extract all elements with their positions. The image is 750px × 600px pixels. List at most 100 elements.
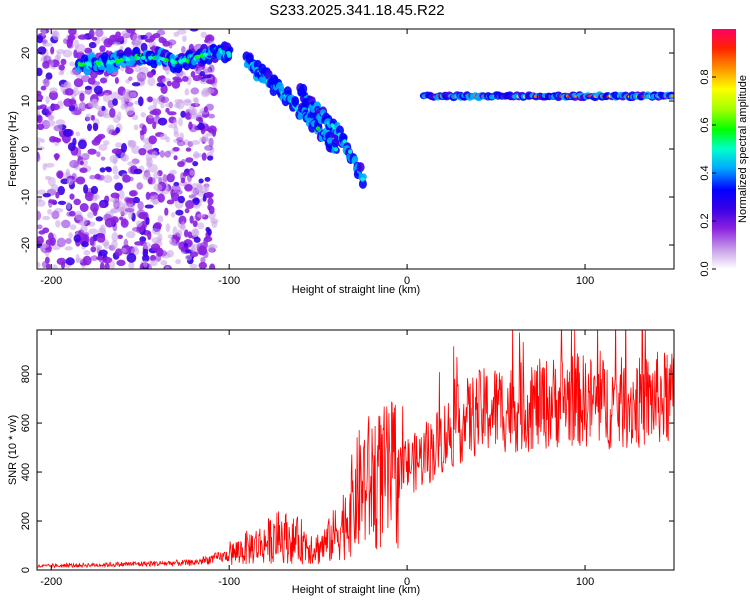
spectral-blob: [100, 156, 106, 161]
spectral-blob: [173, 102, 181, 109]
spectral-blob: [184, 88, 190, 96]
spectral-blob: [81, 241, 89, 248]
spectral-blob: [164, 102, 174, 108]
spectral-blob: [102, 92, 111, 103]
spectral-blob: [126, 231, 136, 239]
spectral-blob: [122, 174, 131, 183]
spectral-blob: [168, 41, 173, 49]
spectral-blob: [88, 29, 95, 39]
spectral-blob: [141, 124, 147, 135]
spectral-blob: [103, 140, 110, 146]
spectral-blob: [189, 29, 199, 32]
spectral-blob: [99, 262, 105, 269]
spectral-blob: [80, 153, 90, 158]
spectral-blob: [137, 96, 144, 107]
spectral-blob: [140, 112, 146, 118]
spectral-blob: [55, 49, 66, 55]
spectral-blob: [116, 259, 126, 267]
spectral-blob: [185, 157, 194, 163]
spectral-blob: [41, 261, 48, 269]
spectral-blob: [188, 194, 196, 199]
spectral-blob: [125, 105, 135, 116]
spectral-blob: [120, 151, 127, 161]
spectral-blob: [146, 96, 154, 103]
spectral-blob: [192, 97, 198, 103]
spectral-blob: [44, 162, 55, 168]
spectral-blob: [153, 171, 160, 180]
spectral-blob: [144, 204, 154, 209]
spectral-blob: [356, 162, 365, 173]
spectral-blob: [73, 86, 79, 97]
spectral-blob: [128, 190, 138, 197]
spectral-blob: [103, 38, 113, 48]
spectral-blob: [148, 135, 157, 145]
spectral-blob: [129, 140, 137, 148]
spectral-blob: [174, 98, 184, 104]
y-tick-label: 600: [20, 414, 32, 432]
colorbar-tick-label: 0.8: [699, 69, 711, 84]
spectrogram-x-ticks: -200 -100 0 100: [40, 29, 594, 287]
spectral-blob: [42, 193, 51, 198]
spectral-blob: [203, 66, 211, 76]
spectral-blob: [164, 150, 171, 158]
spectral-blob: [191, 140, 201, 145]
spectral-blob: [176, 29, 187, 35]
spectral-blob: [91, 98, 99, 107]
spectral-blob: [173, 119, 178, 126]
spectral-blob: [95, 61, 101, 66]
spectral-blob: [164, 207, 169, 216]
spectral-blob: [64, 88, 74, 96]
spectral-blob: [55, 119, 66, 126]
spectral-blob: [57, 185, 65, 196]
spectral-blob: [118, 94, 124, 100]
spectral-blob: [189, 263, 198, 269]
spectral-blob: [137, 200, 144, 211]
spectral-blob: [55, 219, 61, 228]
spectral-blob: [670, 94, 674, 98]
spectral-blob: [99, 224, 106, 235]
spectral-blob: [63, 81, 70, 89]
spectral-blob: [168, 123, 178, 129]
spectral-blob: [192, 229, 199, 237]
spectral-blob: [109, 197, 119, 203]
spectral-blob: [207, 197, 214, 206]
spectral-blob: [204, 176, 211, 182]
spectral-blob: [190, 87, 200, 95]
spectral-blob: [205, 132, 213, 137]
spectral-blob: [134, 65, 142, 73]
spectral-blob: [89, 70, 98, 79]
colorbar-label: Normalized spectral amplitude: [737, 75, 749, 223]
spectral-blob: [141, 254, 150, 262]
spectral-blob: [87, 148, 97, 155]
spectral-blob: [203, 106, 208, 113]
spectral-blob: [172, 146, 180, 152]
spectral-blob: [95, 216, 104, 222]
spectral-blob: [103, 241, 110, 250]
spectral-blob: [170, 192, 180, 202]
spectral-blob: [166, 249, 175, 258]
spectral-blob: [56, 237, 66, 248]
spectral-blob: [180, 221, 186, 230]
spectral-blob: [159, 133, 168, 140]
spectral-blob: [38, 230, 46, 235]
spectral-blob: [90, 255, 99, 261]
spectral-blob: [112, 41, 121, 46]
spectral-blob: [166, 199, 175, 205]
spectral-blob: [83, 249, 91, 256]
spectral-blob: [119, 189, 125, 200]
spectral-blob: [58, 123, 63, 132]
spectral-blob: [101, 105, 106, 112]
spectral-blob: [37, 235, 44, 245]
spectral-blob: [37, 110, 41, 117]
spectral-blob: [147, 76, 156, 87]
spectral-blob: [48, 90, 59, 101]
spectral-blob: [110, 91, 120, 101]
spectral-blob: [52, 30, 60, 41]
spectral-blob: [95, 135, 103, 141]
spectrogram-y-axis-label: Frequency (Hz): [7, 111, 19, 187]
spectral-blob: [98, 144, 108, 151]
spectral-blob: [173, 31, 180, 38]
spectral-blob: [147, 177, 156, 185]
spectral-blob: [158, 176, 163, 184]
snr-y-ticks: 0 200 400 600 800: [20, 365, 674, 573]
